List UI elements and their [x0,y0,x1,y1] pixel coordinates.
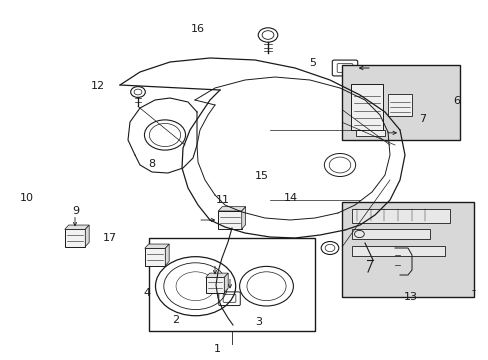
Bar [342,65,459,140]
Bar [342,202,473,297]
Bar [351,246,444,256]
Text: 14: 14 [284,193,297,203]
Text: 15: 15 [254,171,268,181]
Bar [149,238,315,331]
Text: 1: 1 [214,344,221,354]
Text: 2: 2 [172,315,179,325]
Bar [144,248,165,266]
Polygon shape [165,244,169,266]
Text: 17: 17 [103,233,117,243]
Text: 8: 8 [148,159,155,169]
Bar [64,229,85,247]
Text: 3: 3 [255,317,262,327]
Polygon shape [85,225,89,247]
Text: 4: 4 [143,288,150,298]
Bar [218,211,241,229]
Text: 9: 9 [72,206,79,216]
Polygon shape [218,207,245,211]
Bar [205,278,224,293]
Bar [387,94,411,116]
Text: 5: 5 [309,58,316,68]
Text: 11: 11 [215,195,229,205]
Bar [351,209,449,223]
Polygon shape [64,225,89,229]
Bar [355,130,385,136]
Text: 16: 16 [191,24,204,34]
Text: 10: 10 [20,193,34,203]
Text: 6: 6 [453,96,460,106]
Polygon shape [241,207,245,229]
Polygon shape [205,273,228,278]
Polygon shape [224,273,228,293]
Bar [350,84,382,130]
Polygon shape [144,244,169,248]
Text: 12: 12 [91,81,104,91]
Text: 13: 13 [403,292,417,302]
Bar [351,229,429,239]
Text: 7: 7 [419,114,426,124]
